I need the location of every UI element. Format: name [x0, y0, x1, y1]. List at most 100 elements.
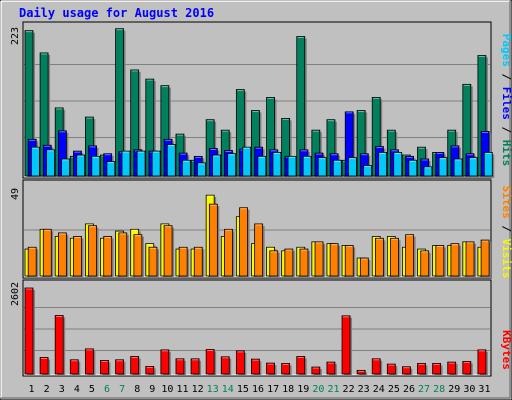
bar-kbytes-day-22 [341, 315, 353, 376]
bar-sites-day-15-fill [239, 207, 248, 277]
legend-pages: Pages [500, 34, 512, 67]
bar-kbytes-day-21 [326, 361, 337, 376]
bar-pages-day-28-fill [438, 157, 448, 177]
bar-pages-day-13 [212, 154, 223, 178]
bar-sites-day-13-fill [208, 203, 218, 277]
bar-kbytes-day-9 [145, 365, 156, 376]
bar-sites-day-28-fill [435, 245, 445, 277]
bar-pages-day-5-fill [91, 155, 101, 177]
bar-pages-day-17 [272, 152, 283, 178]
day-label-25: 25 [388, 384, 400, 395]
day-label-1: 1 [29, 384, 35, 395]
bar-pages-day-23-fill [363, 165, 372, 177]
bar-pages-day-10 [166, 144, 178, 178]
day-label-10: 10 [161, 384, 173, 395]
bar-kbytes-day-2-fill [39, 357, 49, 375]
bar-sites-day-28 [435, 245, 446, 278]
bar-pages-day-16-fill [257, 155, 267, 177]
bar-kbytes-day-24 [371, 358, 383, 376]
bar-pages-day-18 [287, 155, 299, 178]
bar-kbytes-day-23-fill [356, 369, 366, 375]
bar-sites-day-18 [284, 248, 295, 278]
bar-sites-day-29 [450, 243, 461, 278]
bar-sites-day-24-fill [375, 237, 384, 277]
bar-kbytes-day-20-fill [311, 366, 321, 375]
bar-pages-day-2 [46, 149, 57, 178]
bar-pages-day-12-fill [197, 162, 206, 177]
legend-kbytes: KBytes [500, 330, 512, 370]
panel-1: 223 Pages / Files / Hits [10, 21, 512, 179]
panel-legend: KBytes [500, 330, 512, 370]
bar-sites-day-14 [224, 228, 235, 278]
bar-kbytes-day-27 [417, 363, 428, 376]
day-label-26: 26 [403, 384, 415, 395]
bar-pages-day-14 [227, 153, 238, 178]
bar-kbytes-day-31 [477, 349, 488, 376]
bar-kbytes-day-16 [251, 358, 262, 376]
bar-sites-day-10 [163, 225, 175, 278]
bar-kbytes-day-29 [447, 361, 458, 376]
bar-sites-day-7-fill [118, 232, 128, 277]
day-label-12: 12 [192, 384, 204, 395]
day-label-30: 30 [463, 384, 475, 395]
day-label-5: 5 [89, 384, 95, 395]
bar-pages-day-2-fill [46, 149, 55, 177]
bar-pages-day-5 [91, 155, 102, 178]
panel-legend: Pages / Files / Hits [500, 34, 512, 167]
bar-sites-day-21-fill [329, 243, 339, 277]
bar-pages-day-3-fill [61, 158, 70, 177]
bar-kbytes-day-22-fill [341, 315, 351, 375]
day-label-23: 23 [358, 384, 370, 395]
bar-kbytes-day-28 [432, 363, 443, 376]
bar-pages-day-23 [363, 165, 374, 178]
bar-sites-day-11 [178, 246, 190, 278]
bar-kbytes-day-15-fill [235, 350, 245, 375]
bar-sites-day-9 [148, 246, 159, 278]
bar-sites-day-17-fill [269, 250, 279, 277]
bar-kbytes-day-7 [115, 359, 126, 376]
bar-kbytes-day-27-fill [417, 363, 426, 375]
bar-sites-day-27-fill [420, 250, 430, 277]
bar-pages-day-9-fill [151, 150, 161, 177]
bar-kbytes-day-19-fill [296, 356, 306, 375]
bar-sites-day-22-fill [344, 245, 354, 277]
day-label-21: 21 [327, 384, 339, 395]
bar-kbytes-day-26 [402, 366, 413, 376]
bar-pages-day-22-fill [348, 157, 357, 177]
bar-pages-day-20-fill [317, 157, 327, 177]
bar-sites-day-4 [73, 236, 84, 278]
y-max-label: 49 [10, 188, 21, 200]
bar-sites-day-12-fill [193, 246, 203, 277]
day-label-19: 19 [297, 384, 309, 395]
bar-sites-day-21 [329, 243, 341, 278]
bar-sites-day-29-fill [450, 243, 460, 277]
bar-pages-day-22 [348, 157, 359, 178]
bar-sites-day-31 [480, 239, 492, 278]
bar-kbytes-day-19 [296, 356, 307, 376]
bar-kbytes-day-17-fill [266, 362, 275, 375]
bar-pages-day-6-fill [106, 161, 116, 177]
x-axis-day-labels: 1 2 3 4 5 6 7 8 9 10 11 12 13 14 15 16 17 18 19 20 21 22 23 24 2… [29, 384, 491, 395]
bar-kbytes-day-24-fill [371, 358, 381, 375]
bar-kbytes-day-3-fill [54, 315, 64, 375]
legend-separator: / [500, 67, 512, 87]
day-label-28: 28 [433, 384, 445, 395]
legend-sites: Sites [500, 186, 512, 219]
bar-sites-day-23 [359, 257, 371, 278]
bar-kbytes-day-13 [205, 349, 217, 376]
bar-sites-day-19-fill [299, 248, 309, 277]
bar-pages-day-30-fill [468, 157, 478, 177]
day-label-11: 11 [176, 384, 188, 395]
bar-kbytes-day-6 [100, 360, 111, 376]
bar-pages-day-24 [378, 152, 389, 178]
bar-pages-day-15 [242, 146, 253, 178]
day-label-13: 13 [207, 384, 219, 395]
bar-sites-day-12 [193, 246, 205, 278]
bar-sites-day-26 [405, 234, 416, 278]
bar-pages-day-25-fill [393, 152, 403, 177]
bar-kbytes-day-18 [281, 363, 292, 376]
bar-sites-day-5-fill [88, 225, 97, 277]
bar-kbytes-day-10 [160, 349, 171, 376]
